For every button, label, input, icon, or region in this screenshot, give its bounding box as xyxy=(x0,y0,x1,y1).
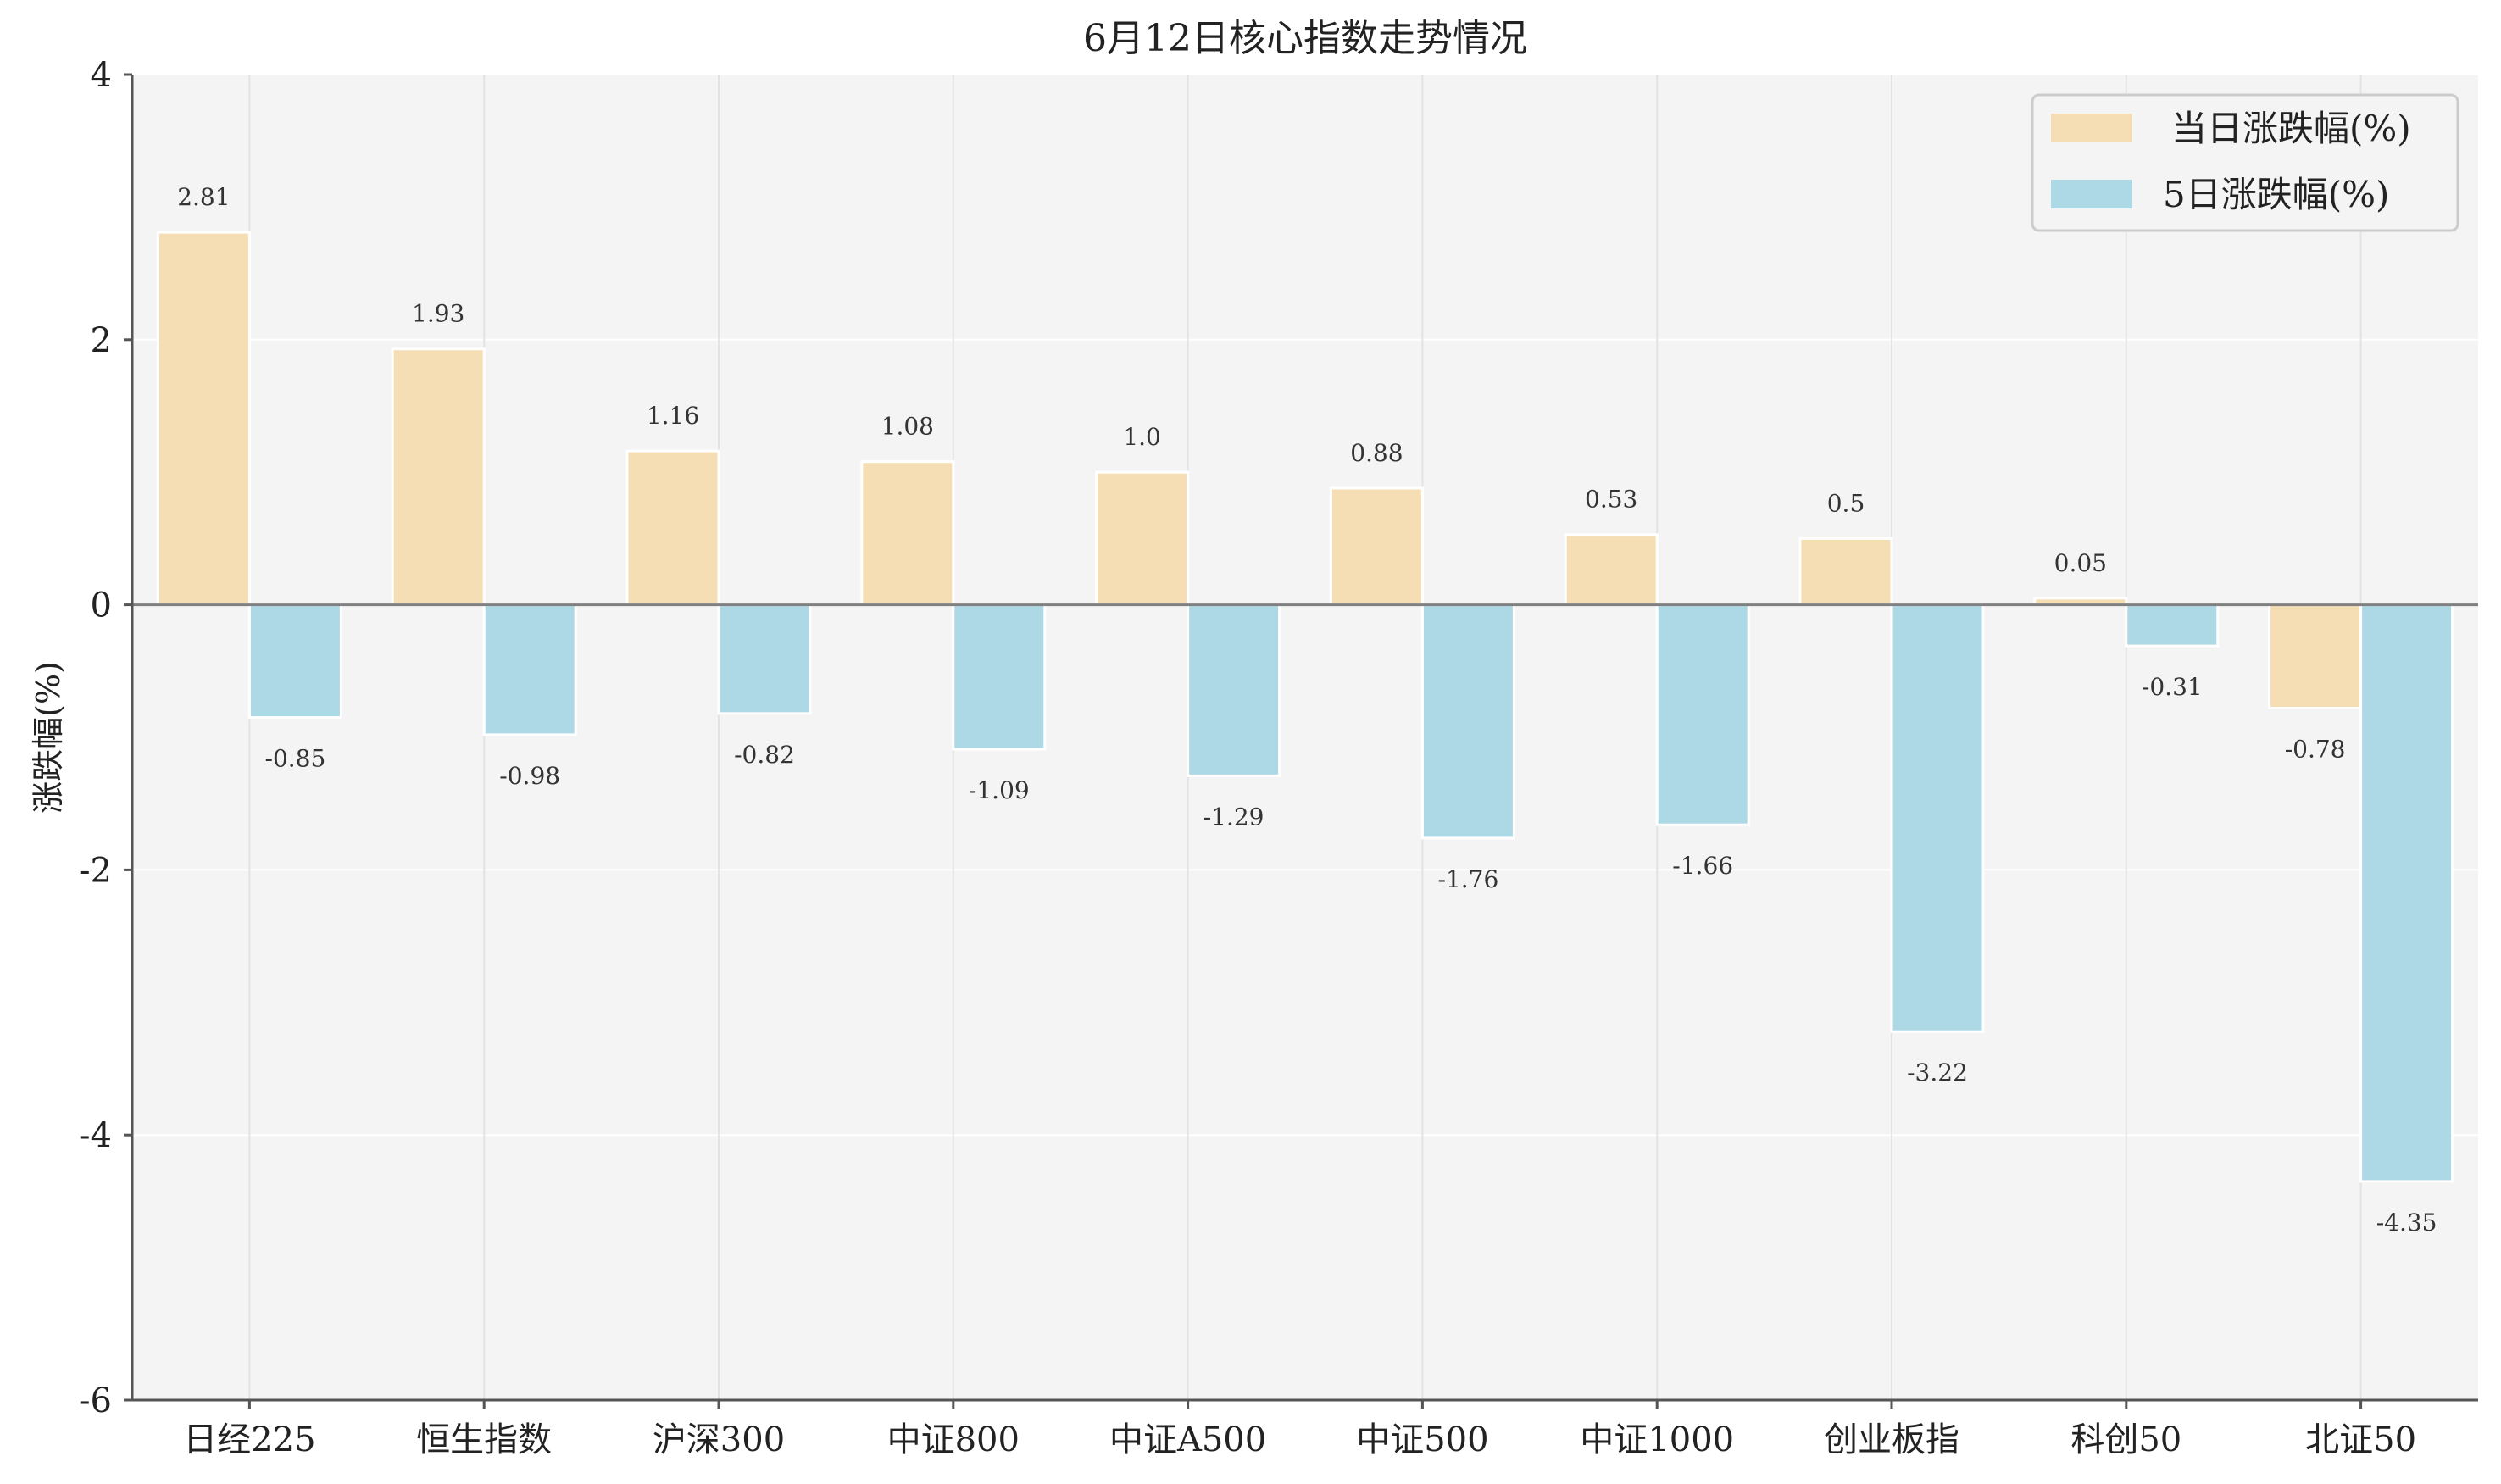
legend-box xyxy=(2031,93,2459,232)
x-tick-label: 北证50 xyxy=(2305,1420,2416,1459)
bar xyxy=(1798,536,1893,607)
data-label: 0.53 xyxy=(1585,486,1637,514)
bars xyxy=(156,231,2454,1183)
x-tick-label: 创业板指 xyxy=(1824,1420,1959,1459)
bar xyxy=(717,603,812,715)
y-tick-label: -4 xyxy=(79,1116,112,1155)
x-tick-label: 恒生指数 xyxy=(416,1420,552,1459)
x-tick-label: 日经225 xyxy=(183,1420,315,1459)
data-label: 0.5 xyxy=(1827,489,1865,517)
x-tick-label: 沪深300 xyxy=(653,1420,785,1459)
data-label: 0.88 xyxy=(1350,439,1403,467)
data-label: -3.22 xyxy=(1907,1059,1968,1087)
bar xyxy=(1187,603,1281,777)
data-label: -0.82 xyxy=(734,741,795,769)
bar xyxy=(391,347,486,607)
x-tick-label: 中证500 xyxy=(1356,1420,1488,1459)
data-label: -1.29 xyxy=(1203,803,1264,831)
bar xyxy=(2359,603,2454,1183)
data-label: -1.76 xyxy=(1437,865,1498,893)
bar xyxy=(1890,603,1985,1033)
bar xyxy=(2125,603,2220,648)
y-axis-label: 涨跌幅(%) xyxy=(30,661,67,814)
y-tick-label: 0 xyxy=(91,586,112,625)
data-label: 0.05 xyxy=(2054,549,2107,577)
legend-label-daily: 当日涨跌幅(%) xyxy=(2171,108,2411,149)
data-label: -0.85 xyxy=(264,745,325,773)
data-label: -1.66 xyxy=(1672,852,1733,880)
x-tick-label: 中证A500 xyxy=(1109,1420,1266,1459)
data-label: 1.08 xyxy=(881,413,934,441)
legend: 当日涨跌幅(%) 5日涨跌幅(%) xyxy=(2031,93,2459,232)
data-label: 2.81 xyxy=(177,183,230,211)
y-tick-label: 4 xyxy=(91,56,112,95)
chart-title: 6月12日核心指数走势情况 xyxy=(1083,17,1527,60)
y-tick-label: -2 xyxy=(79,851,112,890)
bar xyxy=(860,460,955,607)
data-labels: 2.81 1.93 1.16 1.08 1.0 0.88 0.53 0.5 0.05 -0.78 -… xyxy=(177,183,2437,1237)
legend-label-5day: 5日涨跌幅(%) xyxy=(2163,174,2389,215)
bar xyxy=(2268,603,2363,710)
bar xyxy=(1329,486,1424,607)
bar xyxy=(1420,603,1515,840)
y-tick-label: 2 xyxy=(91,321,112,360)
bar xyxy=(625,449,720,607)
data-label: -0.98 xyxy=(499,762,560,790)
data-label: -0.31 xyxy=(2142,673,2203,701)
bar xyxy=(952,603,1047,751)
bar xyxy=(1564,533,1659,607)
data-label: -4.35 xyxy=(2376,1209,2437,1237)
bar xyxy=(482,603,577,736)
axes: 4 2 0 -2 -4 -6 日经225 恒生指数 沪深300 中证800 中证A500 中证500 中… xyxy=(79,56,2478,1459)
plot-area xyxy=(132,75,2478,1400)
bar xyxy=(247,603,342,720)
data-label: -1.09 xyxy=(969,776,1030,804)
x-tick-label: 中证1000 xyxy=(1580,1420,1734,1459)
data-label: -0.78 xyxy=(2285,736,2346,764)
data-label: 1.0 xyxy=(1123,423,1161,451)
data-label: 1.16 xyxy=(647,402,699,430)
legend-swatch-daily xyxy=(2051,114,2132,142)
x-tick-label: 科创50 xyxy=(2070,1420,2181,1459)
bar xyxy=(1655,603,1750,826)
bar xyxy=(1095,470,1190,607)
data-label: 1.93 xyxy=(412,300,464,328)
legend-swatch-5day xyxy=(2051,180,2132,208)
bar xyxy=(156,231,251,607)
x-tick-label: 中证800 xyxy=(887,1420,1020,1459)
y-tick-label: -6 xyxy=(79,1381,112,1420)
